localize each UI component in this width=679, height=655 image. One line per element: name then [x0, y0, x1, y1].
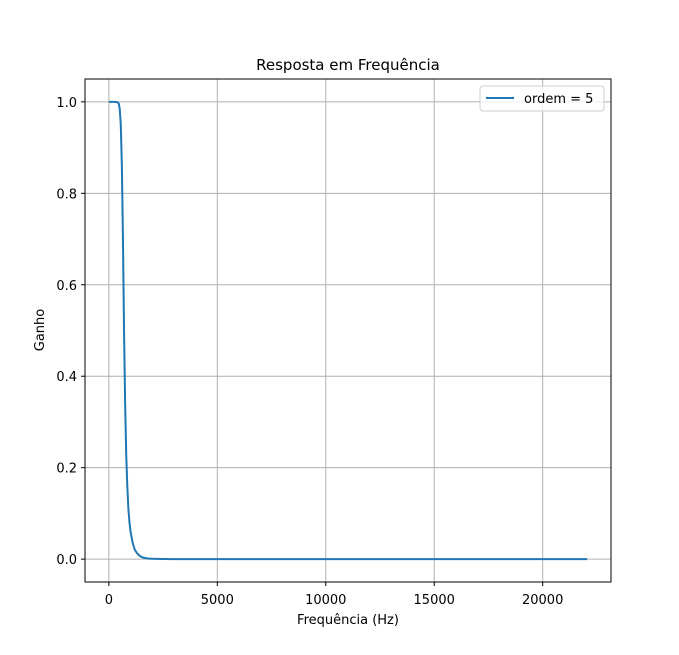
x-tick-label: 0 — [105, 593, 113, 608]
x-tick-label: 15000 — [414, 593, 455, 608]
y-axis-label: Ganho — [33, 309, 48, 352]
legend-label: ordem = 5 — [524, 92, 593, 107]
y-tick-label: 1.0 — [56, 96, 77, 111]
x-axis-label: Frequência (Hz) — [297, 613, 399, 628]
series-line — [108, 100, 588, 561]
y-axis-ticks: 0.0 0.2 0.4 0.6 0.8 1.0 — [56, 96, 85, 568]
y-tick-label: 0.0 — [56, 553, 77, 568]
legend: ordem = 5 — [479, 85, 605, 112]
chart-title: Resposta em Frequência — [256, 56, 440, 74]
x-tick-label: 10000 — [305, 593, 346, 608]
y-tick-label: 0.6 — [56, 279, 77, 294]
x-tick-label: 20000 — [522, 593, 563, 608]
y-tick-label: 0.8 — [56, 187, 77, 202]
x-axis-ticks: 0 5000 10000 15000 20000 — [105, 582, 563, 608]
series-layer — [108, 100, 588, 561]
plot-frame — [84, 78, 612, 583]
x-tick-label: 5000 — [201, 593, 234, 608]
legend-box — [479, 85, 605, 112]
y-tick-label: 0.2 — [56, 462, 77, 477]
y-tick-label: 0.4 — [56, 370, 77, 385]
